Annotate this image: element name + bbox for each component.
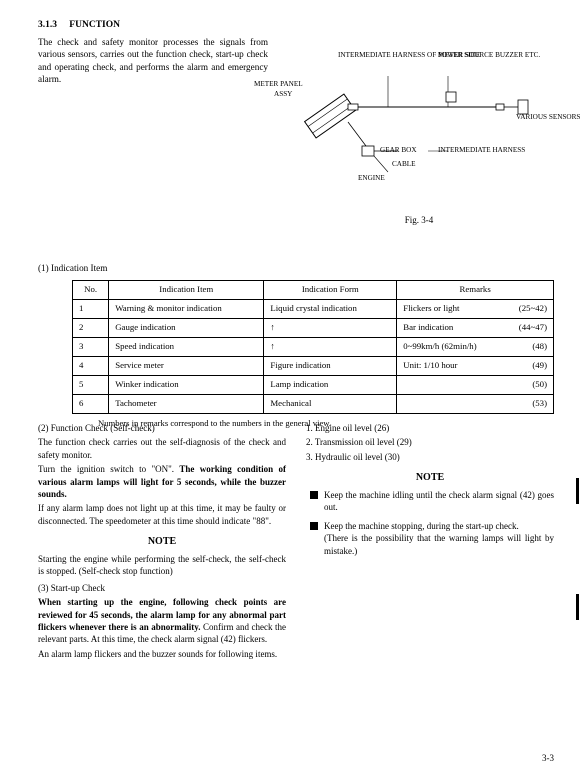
note-bullet-1: Keep the machine idling until the check … (310, 489, 554, 514)
intro-text: The check and safety monitor processes t… (38, 36, 268, 86)
section-heading: 3.1.3 FUNCTION (38, 18, 554, 32)
function-check-heading: (2) Function Check (Self-check) (38, 422, 286, 434)
note-heading-right: NOTE (306, 471, 554, 485)
section-number: 3.1.3 (38, 20, 57, 30)
th-remarks: Remarks (397, 280, 554, 299)
fc-para-1: The function check carries out the self-… (38, 436, 286, 461)
page-number: 3-3 (542, 752, 554, 764)
label-engine: ENGINE (358, 174, 385, 184)
left-column: (2) Function Check (Self-check) The func… (38, 422, 286, 662)
item-engine-oil: 1. Engine oil level (26) (306, 422, 554, 434)
note-heading: NOTE (38, 535, 286, 549)
su-para-1: When starting up the engine, following c… (38, 596, 286, 646)
indication-heading: (1) Indication Item (38, 262, 554, 274)
table-row: 5 Winker indication Lamp indication (50) (73, 375, 554, 394)
table-row: 3 Speed indication ↑ 0~99km/h (62min/h)(… (73, 337, 554, 356)
indication-table: No. Indication Item Indication Form Rema… (72, 280, 554, 414)
item-transmission-oil: 2. Transmission oil level (29) (306, 436, 554, 448)
figure-3-4: INTERMEDIATE HARNESS OF METER SIDE POWER… (288, 34, 550, 194)
label-cable: CABLE (392, 160, 416, 170)
label-power-source: POWER SOURCE BUZZER ETC. (438, 52, 540, 60)
fc-note-text: Starting the engine while performing the… (38, 553, 286, 578)
section-title: FUNCTION (69, 20, 120, 30)
label-intermediate-harness: INTERMEDIATE HARNESS (438, 146, 525, 156)
label-gear-box: GEAR BOX (380, 146, 417, 156)
fc-para-3: If any alarm lamp does not light up at t… (38, 502, 286, 527)
right-column: 1. Engine oil level (26) 2. Transmission… (306, 422, 554, 662)
su-para-2: An alarm lamp flickers and the buzzer so… (38, 648, 286, 660)
square-bullet-icon (310, 491, 318, 499)
label-assy: ASSY (274, 90, 292, 100)
th-item: Indication Item (109, 280, 264, 299)
table-row: 4 Service meter Figure indication Unit: … (73, 356, 554, 375)
label-meter-panel: METER PANEL (254, 80, 303, 90)
table-header-row: No. Indication Item Indication Form Rema… (73, 280, 554, 299)
label-various-sensors: VARIOUS SENSORS (516, 114, 580, 122)
th-no: No. (73, 280, 109, 299)
edge-tab-mark (576, 478, 579, 504)
note-bullet-2: Keep the machine stopping, during the st… (310, 520, 554, 557)
edge-tab-mark (576, 594, 579, 620)
fc-para-2: Turn the ignition switch to "ON". The wo… (38, 463, 286, 500)
table-row: 2 Gauge indication ↑ Bar indication(44~4… (73, 318, 554, 337)
table-row: 1 Warning & monitor indication Liquid cr… (73, 299, 554, 318)
square-bullet-icon (310, 522, 318, 530)
startup-check-heading: (3) Start-up Check (38, 582, 286, 594)
figure-caption: Fig. 3-4 (288, 214, 550, 226)
item-hydraulic-oil: 3. Hydraulic oil level (30) (306, 451, 554, 463)
table-row: 6 Tachometer Mechanical (53) (73, 394, 554, 413)
body-columns: (2) Function Check (Self-check) The func… (38, 422, 554, 662)
th-form: Indication Form (264, 280, 397, 299)
